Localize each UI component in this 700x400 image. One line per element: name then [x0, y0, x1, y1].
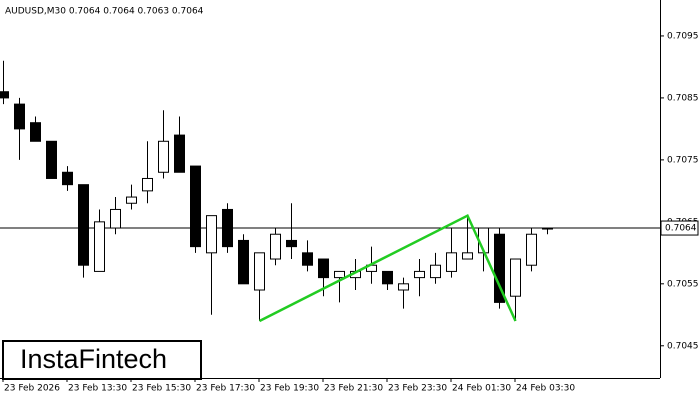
- candle-body: [78, 184, 89, 266]
- candle-body: [286, 239, 297, 248]
- candle-body: [414, 270, 425, 279]
- pattern-line: [258, 213, 517, 323]
- candle-body: [110, 208, 121, 229]
- y-tick-label: 0.7085: [667, 93, 699, 103]
- y-tick-label: 0.7095: [667, 31, 699, 41]
- watermark-box: [2, 340, 202, 380]
- candle-body: [302, 252, 313, 266]
- candle-body: [526, 233, 537, 266]
- x-tick-label: 23 Feb 23:30: [388, 384, 447, 394]
- x-tick-label: 23 Feb 21:30: [324, 384, 383, 394]
- candle-body: [462, 252, 473, 260]
- candle-body: [494, 233, 505, 303]
- candle-body: [174, 134, 185, 173]
- candle-body: [222, 208, 233, 248]
- candle-body: [94, 221, 105, 272]
- candle-body: [334, 270, 345, 279]
- x-tick-label: 23 Feb 17:30: [196, 384, 255, 394]
- x-tick-label: 24 Feb 03:30: [516, 384, 575, 394]
- candle-body: [126, 196, 137, 204]
- candle-body: [270, 233, 281, 260]
- candle-body: [14, 103, 25, 130]
- current-price-label: 0.7064: [665, 224, 697, 234]
- y-tick-label: 0.7075: [667, 155, 699, 165]
- candle-body: [62, 171, 73, 186]
- candle-body: [0, 91, 9, 99]
- candle-body: [510, 258, 521, 297]
- candle-body: [542, 227, 553, 230]
- current-price-box: [660, 220, 699, 236]
- x-tick-label: 23 Feb 15:30: [132, 384, 191, 394]
- candle-body: [382, 270, 393, 285]
- candle-body: [190, 165, 201, 248]
- candle-body: [158, 140, 169, 173]
- header: AUDUSD,M30 0.7064 0.7064 0.7063 0.7064: [5, 7, 204, 17]
- x-tick-label: 23 Feb 19:30: [260, 384, 319, 394]
- x-tick-label: 23 Feb 13:30: [68, 384, 127, 394]
- y-tick-label: 0.7045: [667, 341, 699, 351]
- candle-body: [206, 215, 217, 254]
- x-tick-label: 23 Feb 2026: [4, 384, 60, 394]
- candle-body: [446, 252, 457, 272]
- watermark: InstaFintech: [20, 344, 167, 374]
- candle-body: [318, 258, 329, 279]
- x-tick-label: 24 Feb 01:30: [452, 384, 511, 394]
- candle-body: [398, 283, 409, 291]
- candle-body: [430, 264, 441, 279]
- candle-body: [142, 177, 153, 192]
- candle-body: [238, 239, 249, 285]
- candle-body: [46, 140, 57, 179]
- candle-body: [30, 122, 41, 142]
- y-tick-label: 0.7055: [667, 279, 699, 289]
- candle-body: [254, 252, 265, 291]
